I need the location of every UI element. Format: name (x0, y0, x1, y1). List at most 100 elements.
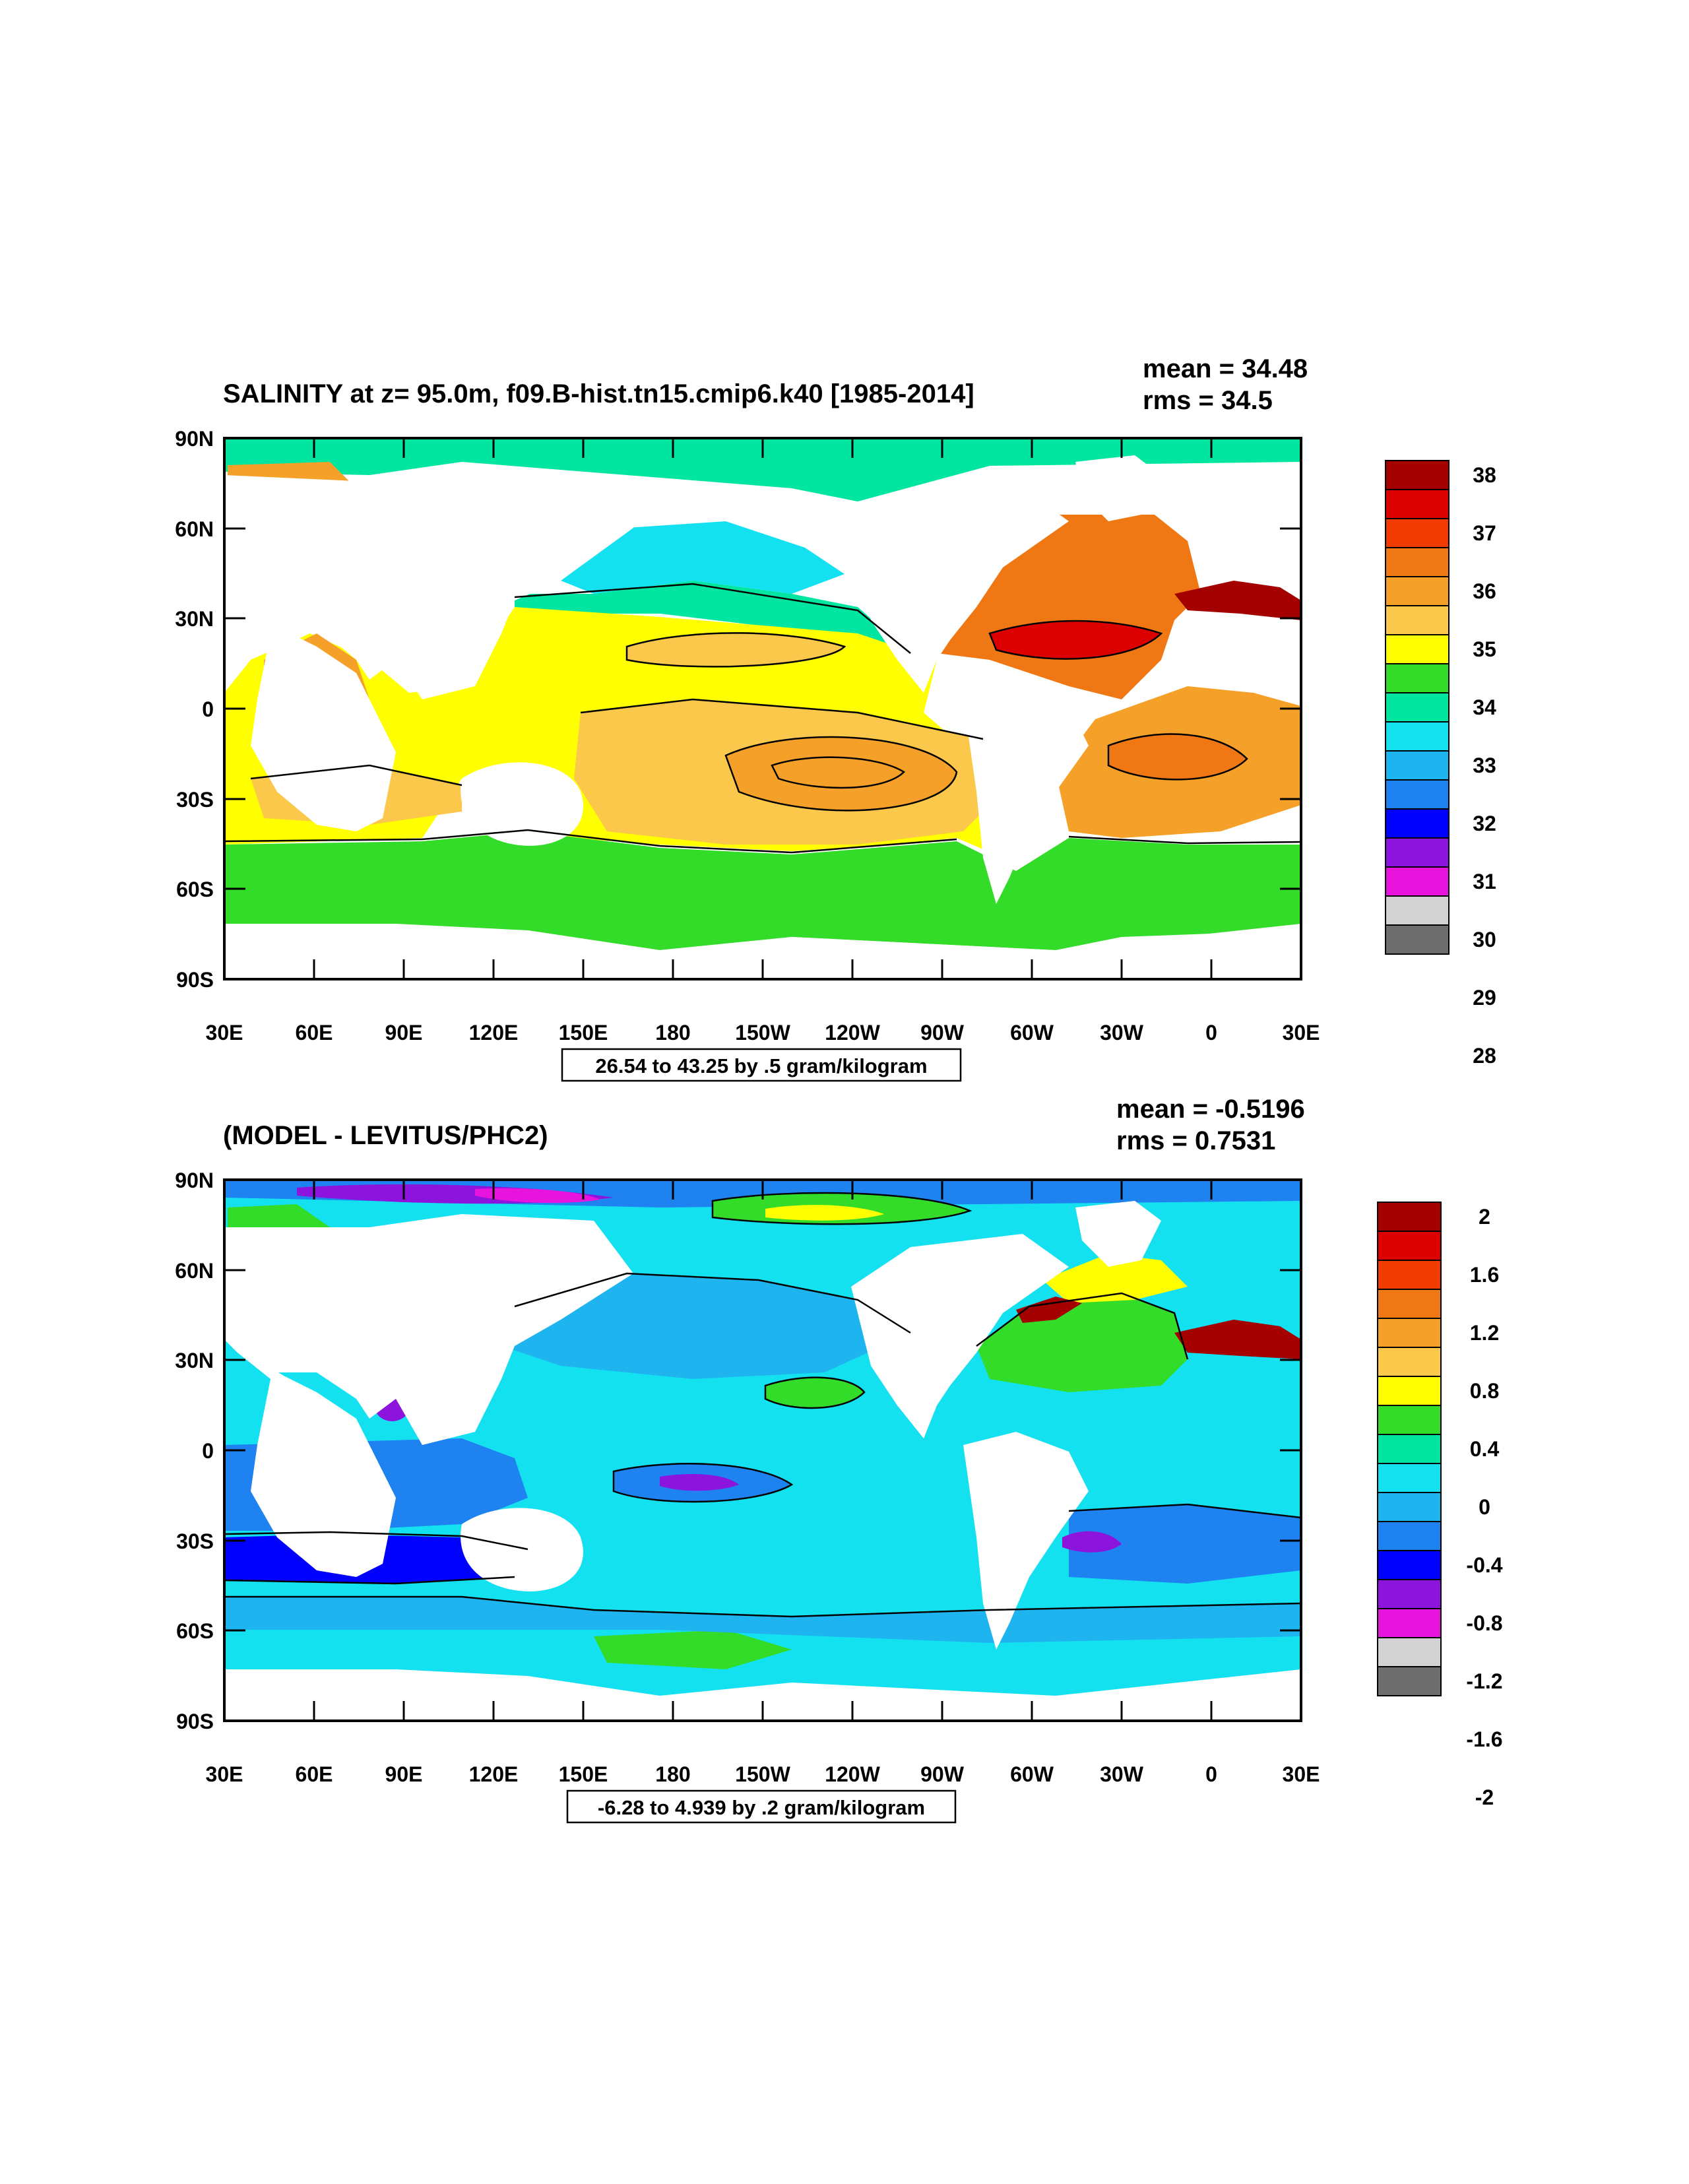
north-pacific-mid-salinity (515, 581, 910, 653)
contour-lines (224, 1192, 1301, 1618)
colorbar-swatch (1385, 489, 1450, 519)
lon-label: 30E (1283, 1762, 1320, 1786)
tick-marks (224, 1180, 1301, 1721)
panel-difference: (MODEL - LEVITUS/PHC2) mean = -0.5196 rm… (175, 1095, 1503, 1824)
mean-value: mean = -0.5196 (1116, 1095, 1305, 1124)
colorbar-swatch (1377, 1666, 1442, 1696)
contour-line (224, 1576, 515, 1585)
colorbar-swatch (1377, 1202, 1442, 1232)
north-atlantic-core (990, 621, 1161, 659)
lat-label: 30N (175, 1349, 214, 1372)
colorbar-label: 32 (1473, 812, 1496, 835)
south-atlantic-core (1108, 734, 1247, 780)
land-australia (461, 762, 583, 846)
salinity-field (224, 439, 1301, 979)
lat-label: 30S (176, 788, 214, 812)
lon-label: 90W (920, 1021, 965, 1044)
lat-label: 30S (176, 1529, 214, 1553)
colorbar-swatch (1385, 634, 1450, 664)
lon-label: 60E (296, 1021, 333, 1044)
land-south-america (963, 686, 1089, 904)
difference-field (224, 1180, 1301, 1721)
contour-line (988, 620, 1163, 660)
lon-label: 30E (206, 1021, 243, 1044)
contour-line (224, 1595, 1301, 1618)
land-north-america (851, 488, 1069, 693)
land-eurasia (224, 1214, 633, 1445)
lon-label: 60W (1010, 1021, 1054, 1044)
lon-label: 120E (469, 1021, 519, 1044)
southern-ocean (224, 831, 1301, 950)
colorbar-swatch (1377, 1492, 1442, 1522)
latitude-labels: 90N 60N 30N 0 30S 60S 90S (175, 1169, 214, 1733)
contour-line (224, 1531, 528, 1551)
colorbar-label: 1.2 (1470, 1321, 1499, 1345)
colorbar-swatch (1377, 1318, 1442, 1348)
lat-label: 60N (175, 1259, 214, 1283)
mediterranean-red (1174, 1320, 1301, 1359)
lon-label: 120W (825, 1021, 880, 1044)
north-pacific-warm-lobe (627, 633, 844, 667)
lon-label: 180 (655, 1762, 690, 1786)
colorbar-swatch (1385, 808, 1450, 839)
land-masses (224, 455, 1301, 979)
lon-label: 90E (385, 1021, 423, 1044)
colorbar-label: -0.8 (1466, 1611, 1502, 1635)
colorbar-swatch (1377, 1521, 1442, 1551)
colorbar-label: -0.4 (1466, 1553, 1502, 1577)
southern-ocean-mid (224, 1597, 1301, 1643)
colorbar-label: 31 (1473, 870, 1496, 893)
lon-label: 30E (1283, 1021, 1320, 1044)
colorbar-label: 0.4 (1470, 1437, 1500, 1461)
land-eurasia (224, 465, 633, 699)
colorbar-swatch (1385, 750, 1450, 781)
lon-label: 120W (825, 1762, 880, 1786)
colorbar-swatch (1385, 837, 1450, 868)
longitude-labels: 30E 60E 90E 120E 150E 180 150W 120W 90W … (206, 1762, 1320, 1786)
land-australia (461, 1508, 583, 1591)
lon-label: 30W (1100, 1762, 1144, 1786)
colorbar-swatch (1377, 1637, 1442, 1667)
lon-label: 90W (920, 1762, 965, 1786)
colorbar-label: 37 (1473, 521, 1496, 545)
colorbar-swatch (1377, 1463, 1442, 1493)
colorbar-swatch (1377, 1376, 1442, 1406)
colorbar-swatch (1377, 1260, 1442, 1290)
colorbar-label: 1.6 (1470, 1263, 1499, 1287)
lat-label: 0 (202, 697, 214, 721)
contour-line (250, 764, 462, 787)
colorbar-swatch (1385, 605, 1450, 635)
colorbar-label: 28 (1473, 1044, 1496, 1068)
contour-line (514, 1272, 911, 1334)
colorbar-swatch (1385, 692, 1450, 723)
north-pacific-mid-negative (501, 1273, 910, 1379)
colorbar-swatch (1385, 924, 1450, 955)
colorbar-label: 38 (1473, 463, 1496, 487)
colorbar-salinity: 38 37 36 35 34 33 32 31 30 29 28 (1385, 460, 1496, 1068)
contour-line (711, 1192, 972, 1225)
panel-title: SALINITY at z= 95.0m, f09.B-hist.tn15.cm… (223, 379, 974, 408)
contour-line (764, 1376, 866, 1409)
rms-value: rms = 34.5 (1143, 386, 1273, 415)
colorbar-swatch (1377, 1289, 1442, 1319)
colorbar-label: -1.2 (1466, 1669, 1502, 1693)
contour-line (724, 736, 958, 812)
lon-label: 150E (559, 1762, 608, 1786)
colorbar-label: 30 (1473, 928, 1496, 951)
lat-label: 0 (202, 1439, 214, 1463)
lon-label: 180 (655, 1021, 690, 1044)
pacific-core (726, 737, 957, 811)
lon-label: 120E (469, 1762, 519, 1786)
colorbar-label: 0 (1479, 1495, 1490, 1519)
colorbar-swatch (1377, 1608, 1442, 1638)
colorbar-label: 35 (1473, 637, 1496, 661)
arctic-magenta-anomaly (475, 1188, 600, 1204)
contour-line (514, 583, 911, 654)
contour-line (771, 756, 905, 789)
colorbar-swatch (1385, 518, 1450, 548)
gulf-stream-red (1016, 1297, 1082, 1323)
latitude-labels: 90N 60N 30N 0 30S 60S 90S (175, 427, 214, 992)
colorbar-swatch (1385, 576, 1450, 606)
colorbar-label: 33 (1473, 754, 1496, 777)
lat-label: 60N (175, 517, 214, 541)
